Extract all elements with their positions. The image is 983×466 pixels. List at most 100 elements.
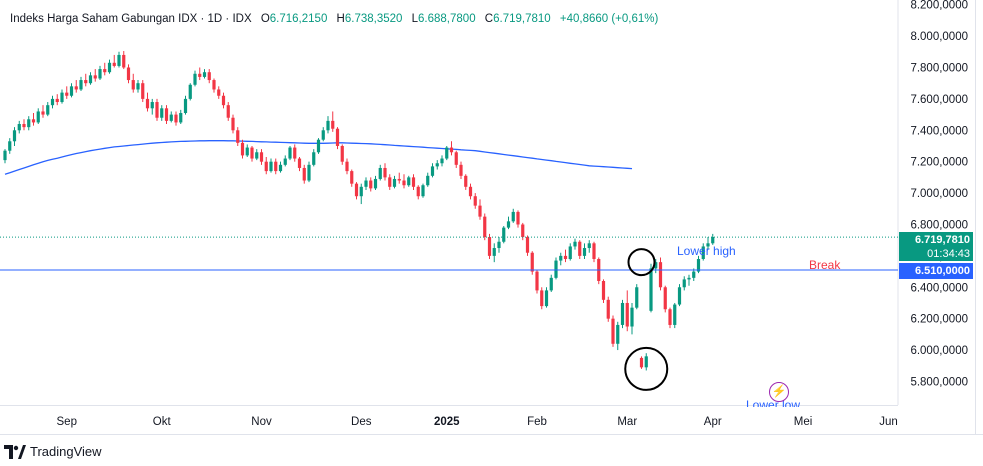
candle-body [283,158,287,165]
candle [497,237,501,253]
lower-high-label: Lower high [677,244,736,258]
candle-body [487,237,492,256]
candle-body [160,108,164,118]
tradingview-brand[interactable]: TradingView [4,444,102,459]
candle [131,73,135,93]
candle [207,69,211,84]
candle [3,149,7,164]
candle-body [354,183,359,197]
candle [416,185,420,200]
candle [202,69,207,79]
candle [293,144,297,162]
candle [126,64,131,84]
candle-body [677,287,682,305]
candle [164,105,169,125]
candle-body [331,120,335,129]
candle-body [250,147,254,159]
candle [141,80,145,103]
candle [150,98,154,115]
candle [41,105,45,118]
brand-name: TradingView [30,444,102,459]
candle [122,51,126,70]
close-key: C [484,13,494,25]
candle-body [31,119,36,123]
candle [69,83,74,98]
candle-body [663,287,667,310]
candle [340,144,344,165]
candle [236,127,240,146]
candle-body [625,302,629,327]
candle-body [445,147,449,159]
candle [84,73,88,87]
candle-body [98,69,102,79]
candle [297,156,302,172]
candle [31,113,36,126]
x-tick-label: Jun [879,416,898,428]
candle-body [464,175,468,187]
candle [597,257,601,285]
candle [388,174,392,190]
candle [55,94,59,106]
candle-body [93,75,97,79]
candle [654,259,658,274]
candle [307,161,311,183]
lightning-icon[interactable]: ⚡ [769,382,789,402]
candle-body [226,105,230,118]
candle [611,315,615,347]
candle-body [236,130,240,143]
level-price-tag: 6.510,0000 [899,263,973,279]
candle-body [202,72,207,77]
open-key: O [260,13,270,25]
candle-body [687,277,691,280]
candle-body [369,180,373,189]
candle-body [55,98,59,103]
candle-body [297,158,302,168]
candle-body [307,164,311,181]
candle-body [658,262,663,288]
x-tick-label: Sep [57,416,77,428]
candle [179,109,183,125]
candle-body [459,164,463,176]
candle-body [321,130,325,140]
candle [302,164,306,184]
candle-body [169,114,173,121]
candle [540,287,544,310]
candle-body [150,102,154,109]
candle [345,158,349,175]
candle [269,158,273,173]
candle-body [141,83,145,99]
candle [464,174,468,190]
candle [350,169,354,187]
candle [93,69,97,82]
x-tick-label: Mei [794,416,813,428]
candle-body [402,180,406,186]
candle [264,156,268,175]
candle [687,274,691,286]
candle-body [46,105,50,115]
candle [245,144,249,157]
high-value: 6.738,3520 [344,13,403,25]
candle-body [69,86,74,96]
candle [335,127,340,150]
candle [250,145,254,162]
candle-body [383,167,387,178]
candle-body [198,73,202,77]
candle-body [312,152,316,165]
candle [321,127,325,142]
highlight-circle [627,248,656,277]
candle-body [616,324,620,344]
y-tick-label: 7.400,0000 [910,125,968,137]
candle-body [540,290,544,307]
candle [364,177,368,190]
candle-body [497,241,501,249]
candle-body [79,80,83,90]
candle-body [521,224,525,238]
candle [183,95,188,115]
candle-body [27,119,31,128]
candle-body [696,259,701,272]
y-tick-label: 7.600,0000 [910,94,968,106]
candle-body [88,75,93,84]
candle-body [136,83,140,90]
candle-body [530,252,534,272]
